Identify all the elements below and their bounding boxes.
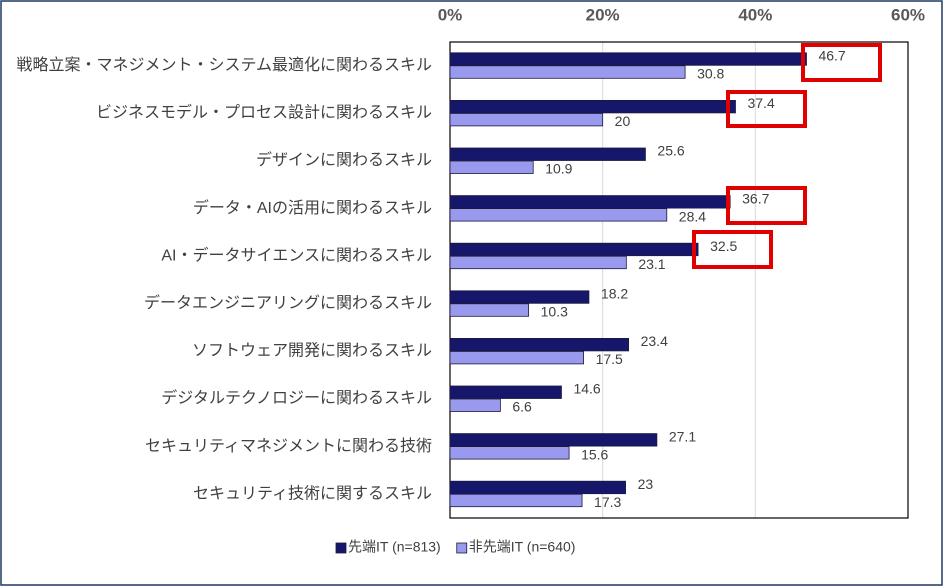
highlight-box [726, 90, 807, 128]
bar [449, 100, 736, 114]
y-tick-label: デジタルテクノロジーに関わるスキル [161, 388, 432, 407]
y-tick-label: データエンジニアリングに関わるスキル [144, 293, 432, 312]
bar [449, 446, 570, 460]
value-label: 28.4 [679, 208, 706, 224]
bar [449, 255, 627, 270]
value-label: 36.7 [742, 190, 769, 206]
x-tick-label: 40% [738, 5, 772, 24]
value-label: 18.2 [601, 286, 628, 302]
y-tick-label: セキュリティ技術に関するスキル [193, 484, 432, 502]
value-label: 20 [615, 113, 631, 129]
value-label: 30.8 [697, 66, 724, 82]
value-label: 23 [638, 476, 654, 492]
legend-swatch [335, 542, 347, 554]
bar [449, 160, 534, 174]
value-label: 10.3 [541, 304, 568, 320]
y-tick-label: データ・AIの活用に関わるスキル [193, 198, 432, 217]
bar [449, 147, 646, 161]
highlight-box [692, 230, 773, 269]
x-tick-label: 60% [891, 5, 925, 24]
value-label: 6.6 [512, 399, 532, 415]
y-tick-label: ビジネスモデル・プロセス設計に関わるスキル [96, 103, 432, 122]
value-label: 25.6 [657, 143, 684, 159]
value-label: 23.1 [638, 256, 665, 272]
plot-border [449, 41, 909, 519]
value-label: 15.6 [581, 446, 608, 462]
bar [449, 113, 604, 127]
value-label: 17.3 [594, 494, 621, 510]
legend-label: 先端IT (n=813) [348, 539, 441, 555]
bar [449, 493, 583, 508]
bar [449, 303, 530, 317]
x-tick-label: 0% [438, 5, 463, 24]
bar [449, 350, 584, 365]
bar [449, 65, 686, 79]
bar [449, 398, 501, 412]
value-label: 14.6 [573, 381, 600, 397]
bar [449, 52, 807, 66]
bar [449, 385, 562, 399]
plot: 0% 20% 40% 60% 戦略立案・マネジメント・システム最適化に関わるスキル 46.… [16, 5, 925, 554]
bar [449, 433, 658, 447]
bar [449, 337, 630, 352]
value-label: 32.5 [710, 238, 737, 254]
bar [449, 242, 699, 257]
y-tick-label: デザインに関わるスキル [256, 150, 432, 169]
y-tick-label: 戦略立案・マネジメント・システム最適化に関わるスキル [16, 56, 432, 74]
y-tick-label: セキュリティマネジメントに関わる技術 [145, 437, 432, 455]
highlight-box [726, 186, 807, 225]
value-label: 27.1 [669, 428, 696, 444]
bar [449, 195, 731, 209]
x-tick-label: 20% [586, 5, 620, 24]
bar [449, 480, 626, 495]
legend-swatch [456, 542, 468, 554]
bar [449, 208, 668, 222]
legend-label: 非先端IT (n=640) [469, 539, 576, 555]
highlight-box [801, 43, 882, 82]
y-tick-label: ソフトウェア開発に関わるスキル [192, 342, 432, 360]
value-label: 46.7 [818, 48, 845, 64]
y-tick-label: AI・データサイエンスに関わるスキル [161, 245, 432, 264]
value-label: 23.4 [641, 333, 668, 349]
value-label: 10.9 [545, 161, 572, 177]
value-label: 37.4 [747, 95, 774, 111]
value-label: 17.5 [596, 351, 623, 367]
bar [449, 290, 590, 304]
